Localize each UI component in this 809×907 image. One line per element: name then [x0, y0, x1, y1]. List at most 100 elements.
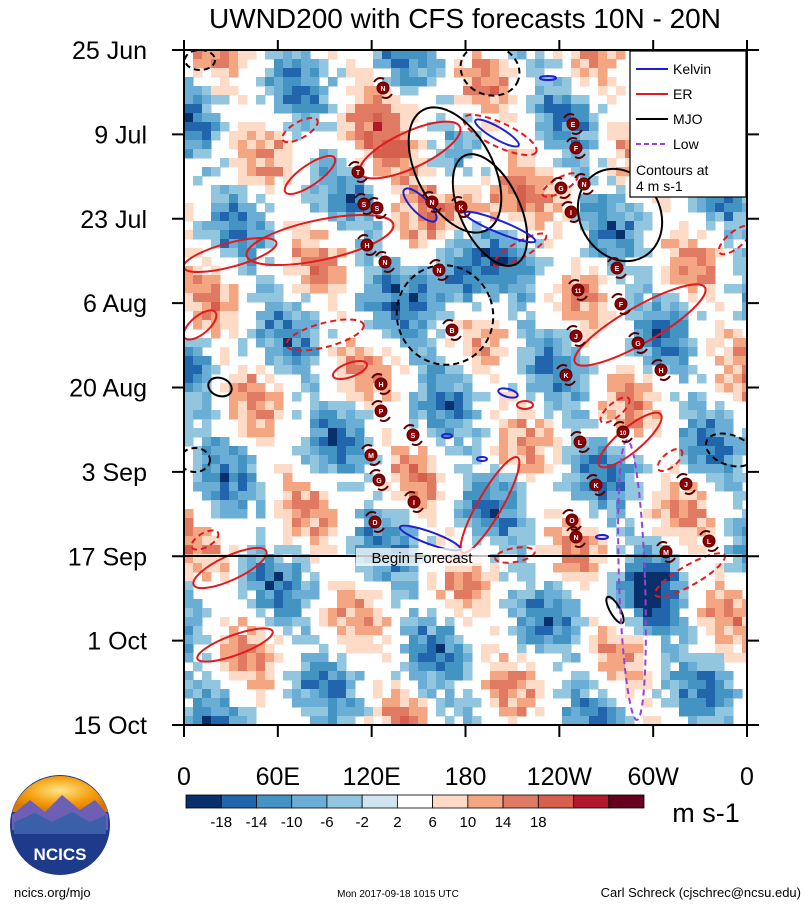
field-cell — [553, 230, 563, 240]
field-cell — [535, 122, 545, 132]
field-cell — [643, 581, 653, 591]
field-cell — [184, 149, 194, 159]
field-cell — [193, 266, 203, 276]
field-cell — [562, 86, 572, 96]
field-cell — [661, 491, 671, 501]
field-cell — [373, 590, 383, 600]
field-cell — [652, 581, 662, 591]
field-cell — [688, 536, 698, 546]
tc-marker: N — [375, 251, 395, 273]
field-cell — [373, 680, 383, 690]
field-cell — [481, 347, 491, 357]
field-cell — [697, 392, 707, 402]
field-cell — [328, 581, 338, 591]
field-cell — [652, 500, 662, 510]
field-cell — [382, 365, 392, 375]
field-cell — [742, 203, 747, 213]
field-cell — [238, 149, 248, 159]
field-cell — [643, 221, 653, 231]
field-cell — [382, 104, 392, 114]
field-cell — [688, 518, 698, 528]
field-cell — [247, 572, 257, 582]
field-cell — [616, 194, 626, 204]
field-cell — [616, 401, 626, 411]
field-cell — [391, 491, 401, 501]
field-cell — [472, 446, 482, 456]
field-cell — [724, 356, 734, 366]
field-cell — [625, 635, 635, 645]
field-cell — [265, 320, 275, 330]
field-cell — [670, 572, 680, 582]
field-cell — [724, 455, 734, 465]
field-cell — [211, 194, 221, 204]
field-cell — [616, 122, 626, 132]
field-cell — [364, 707, 374, 717]
field-cell — [562, 104, 572, 114]
field-cell — [526, 167, 536, 177]
field-cell — [526, 608, 536, 618]
field-cell — [580, 671, 590, 681]
colorbar-swatch — [256, 794, 293, 809]
field-cell — [679, 221, 689, 231]
field-cell — [562, 608, 572, 618]
field-cell — [733, 608, 743, 618]
field-cell — [661, 626, 671, 636]
field-cell — [211, 680, 221, 690]
field-cell — [454, 563, 464, 573]
field-cell — [184, 635, 194, 645]
field-cell — [571, 212, 581, 222]
field-cell — [400, 176, 410, 186]
field-cell — [256, 671, 266, 681]
field-cell — [499, 257, 509, 267]
field-cell — [256, 221, 266, 231]
field-cell — [301, 698, 311, 708]
field-cell — [202, 428, 212, 438]
field-cell — [724, 518, 734, 528]
field-cell — [643, 536, 653, 546]
field-cell — [355, 392, 365, 402]
field-cell — [229, 716, 239, 725]
tc-marker-label: O — [569, 518, 575, 525]
field-cell — [697, 653, 707, 663]
field-cell — [562, 716, 572, 725]
field-cell — [544, 203, 554, 213]
field-cell — [598, 68, 608, 78]
field-cell — [265, 419, 275, 429]
field-cell — [211, 536, 221, 546]
field-cell — [526, 635, 536, 645]
field-cell — [400, 50, 410, 60]
field-cell — [697, 698, 707, 708]
field-cell — [337, 581, 347, 591]
field-cell — [472, 599, 482, 609]
field-cell — [499, 473, 509, 483]
field-cell — [463, 410, 473, 420]
field-cell — [472, 347, 482, 357]
field-cell — [445, 563, 455, 573]
field-cell — [454, 446, 464, 456]
tc-marker-label: H — [364, 243, 369, 250]
field-cell — [697, 194, 707, 204]
field-cell — [706, 671, 716, 681]
field-cell — [715, 338, 725, 348]
field-cell — [445, 194, 455, 204]
field-cell — [724, 563, 734, 573]
field-cell — [526, 95, 536, 105]
field-cell — [265, 50, 275, 60]
field-cell — [436, 662, 446, 672]
field-cell — [733, 446, 743, 456]
field-cell — [742, 212, 747, 222]
field-cell — [184, 365, 194, 375]
field-cell — [526, 329, 536, 339]
tc-marker: H — [651, 359, 671, 381]
field-cell — [310, 716, 320, 725]
field-cell — [193, 221, 203, 231]
field-cell — [382, 140, 392, 150]
field-cell — [445, 635, 455, 645]
field-cell — [634, 545, 644, 555]
field-cell — [643, 284, 653, 294]
field-cell — [517, 446, 527, 456]
field-cell — [382, 329, 392, 339]
field-cell — [400, 122, 410, 132]
field-cell — [589, 221, 599, 231]
field-cell — [616, 248, 626, 258]
